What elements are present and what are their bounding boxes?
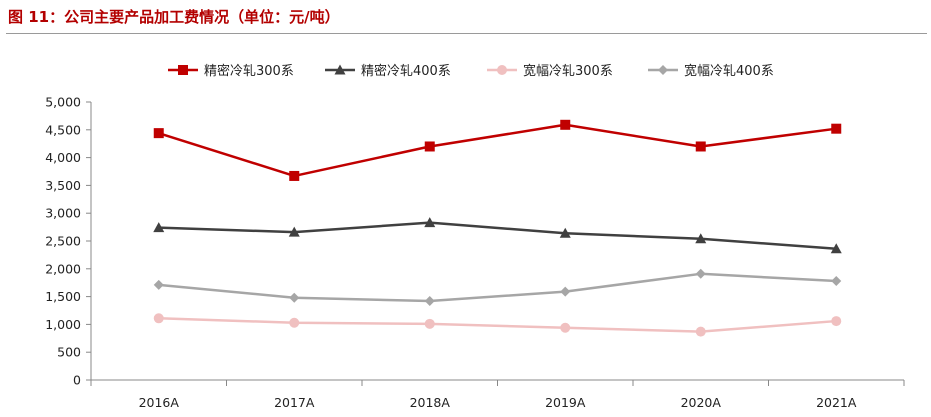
x-tick-label: 2020A bbox=[681, 395, 722, 410]
legend: 精密冷轧300系 精密冷轧400系 宽幅冷轧300系 宽幅冷轧400系 bbox=[168, 63, 774, 79]
legend-item: 宽幅冷轧400系 bbox=[648, 63, 774, 79]
data-point bbox=[695, 268, 706, 279]
legend-label: 精密冷轧400系 bbox=[361, 63, 451, 79]
data-point bbox=[831, 123, 842, 134]
legend-label: 宽幅冷轧300系 bbox=[523, 63, 613, 79]
data-point bbox=[695, 233, 707, 244]
data-point bbox=[289, 292, 300, 303]
legend-marker bbox=[334, 64, 346, 75]
data-point bbox=[560, 322, 571, 333]
series-line bbox=[158, 317, 837, 333]
series-2 bbox=[153, 217, 842, 254]
legend-label: 精密冷轧300系 bbox=[204, 63, 294, 79]
legend-item: 宽幅冷轧300系 bbox=[487, 63, 613, 79]
x-tick-label: 2018A bbox=[410, 395, 451, 410]
data-point bbox=[831, 276, 842, 287]
y-tick-label: 0 bbox=[73, 373, 81, 388]
legend-marker bbox=[658, 65, 668, 75]
y-tick-label: 2,000 bbox=[45, 261, 81, 276]
data-point bbox=[831, 316, 842, 327]
series-line bbox=[158, 221, 837, 251]
data-point bbox=[560, 286, 571, 297]
data-point bbox=[153, 279, 164, 290]
y-tick-label: 5,000 bbox=[45, 95, 81, 110]
data-point bbox=[424, 296, 435, 307]
title-divider bbox=[6, 33, 927, 34]
series-4 bbox=[153, 268, 842, 307]
data-point bbox=[289, 317, 300, 328]
series-line bbox=[158, 272, 837, 303]
y-tick-label: 1,000 bbox=[45, 317, 81, 332]
y-tick-label: 3,000 bbox=[45, 206, 81, 221]
data-point bbox=[424, 318, 435, 329]
chart-title: 图 11：公司主要产品加工费情况（单位：元/吨） bbox=[8, 8, 340, 26]
y-tick-label: 4,500 bbox=[45, 122, 81, 137]
data-point bbox=[288, 226, 300, 237]
x-tick-label: 2016A bbox=[139, 395, 180, 410]
y-axis: 0 500 1,000 1,500 2,000 2,500 3,000 3,500 4,000 4… bbox=[45, 95, 92, 388]
legend-item: 精密冷轧400系 bbox=[325, 63, 451, 79]
x-tick-label: 2021A bbox=[816, 395, 857, 410]
data-point bbox=[695, 141, 706, 152]
y-tick-label: 500 bbox=[57, 345, 81, 360]
data-point bbox=[153, 128, 164, 139]
data-point bbox=[153, 222, 165, 233]
data-point bbox=[289, 170, 300, 181]
legend-marker bbox=[178, 65, 188, 75]
series-1 bbox=[153, 119, 842, 181]
y-tick-label: 1,500 bbox=[45, 289, 81, 304]
series-line bbox=[158, 123, 837, 178]
y-tick-label: 2,500 bbox=[45, 234, 81, 249]
x-tick-label: 2019A bbox=[545, 395, 586, 410]
plot-area bbox=[153, 119, 842, 337]
data-point bbox=[830, 243, 842, 254]
legend-marker bbox=[497, 65, 507, 75]
x-axis: 2016A 2017A 2018A 2019A 2020A 2021A bbox=[90, 379, 905, 410]
data-point bbox=[559, 227, 571, 238]
data-point bbox=[424, 141, 435, 152]
data-point bbox=[695, 326, 706, 337]
legend-label: 宽幅冷轧400系 bbox=[684, 63, 774, 79]
x-tick-label: 2017A bbox=[274, 395, 315, 410]
legend-item: 精密冷轧300系 bbox=[168, 63, 294, 79]
y-tick-label: 4,000 bbox=[45, 150, 81, 165]
series-3 bbox=[153, 313, 842, 337]
data-point bbox=[560, 119, 571, 130]
data-point bbox=[424, 217, 436, 228]
data-point bbox=[153, 313, 164, 324]
y-tick-label: 3,500 bbox=[45, 178, 81, 193]
